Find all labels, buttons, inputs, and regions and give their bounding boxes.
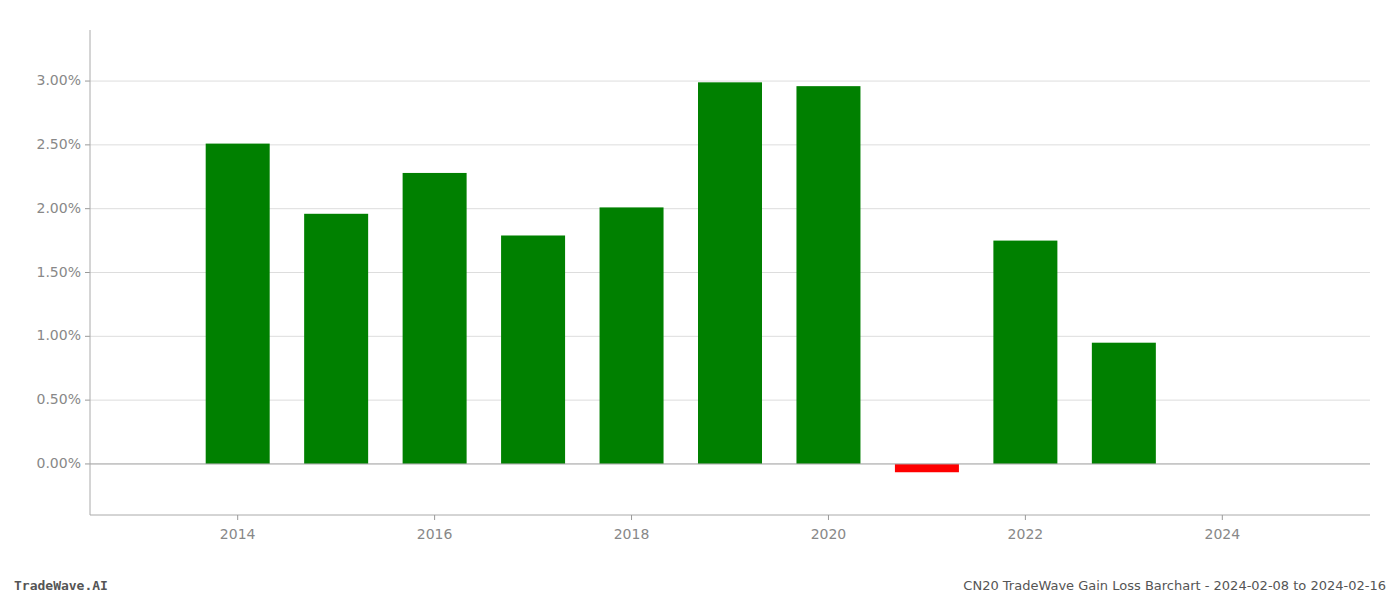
x-tick (1025, 515, 1026, 520)
bar (1092, 343, 1156, 464)
y-tick-label: 2.50% (37, 136, 81, 152)
y-tick-label: 2.00% (37, 200, 81, 216)
y-tick-label: 0.00% (37, 455, 81, 471)
y-tick (85, 272, 90, 273)
y-tick (85, 208, 90, 209)
bar (796, 86, 860, 464)
bar (403, 173, 467, 464)
y-grid (90, 81, 1370, 464)
x-tick-label: 2024 (1204, 526, 1240, 542)
chart: 0.00%0.50%1.00%1.50%2.00%2.50%3.00%20142… (0, 0, 1400, 600)
x-tick (828, 515, 829, 520)
axes (90, 30, 1370, 515)
x-tick-label: 2022 (1008, 526, 1044, 542)
x-tick-label: 2018 (614, 526, 650, 542)
y-tick (85, 144, 90, 145)
x-tick-label: 2016 (417, 526, 453, 542)
y-tick-label: 3.00% (37, 72, 81, 88)
x-ticks: 2014 2016 2018 2020 2022 2024 (220, 515, 1240, 542)
y-tick-label: 0.50% (37, 391, 81, 407)
bar (206, 144, 270, 464)
y-tick (85, 336, 90, 337)
x-tick-label: 2020 (811, 526, 847, 542)
x-axis-line (90, 515, 1370, 516)
footer-right: CN20 TradeWave Gain Loss Barchart - 2024… (963, 578, 1386, 593)
y-tick-label: 1.00% (37, 327, 81, 343)
x-tick (631, 515, 632, 520)
x-tick-label: 2014 (220, 526, 256, 542)
grid-line (90, 463, 1370, 464)
x-tick (1222, 515, 1223, 520)
zero-line (90, 463, 1370, 464)
grid-line (90, 81, 1370, 82)
bar (600, 207, 664, 464)
y-tick (85, 81, 90, 82)
y-ticks: 0.00% 0.50% 1.00% 1.50% 2.00% 2.50% 3.00% (37, 72, 90, 471)
bar (993, 241, 1057, 464)
y-axis-line (90, 30, 91, 515)
bar (501, 235, 565, 463)
bar (698, 82, 762, 464)
y-tick-label: 1.50% (37, 264, 81, 280)
footer-left: TradeWave.AI (14, 578, 108, 593)
bar (304, 214, 368, 464)
x-tick (237, 515, 238, 520)
bar (895, 464, 959, 472)
bars (206, 82, 1156, 472)
y-tick (85, 463, 90, 464)
y-tick (85, 400, 90, 401)
x-tick (434, 515, 435, 520)
